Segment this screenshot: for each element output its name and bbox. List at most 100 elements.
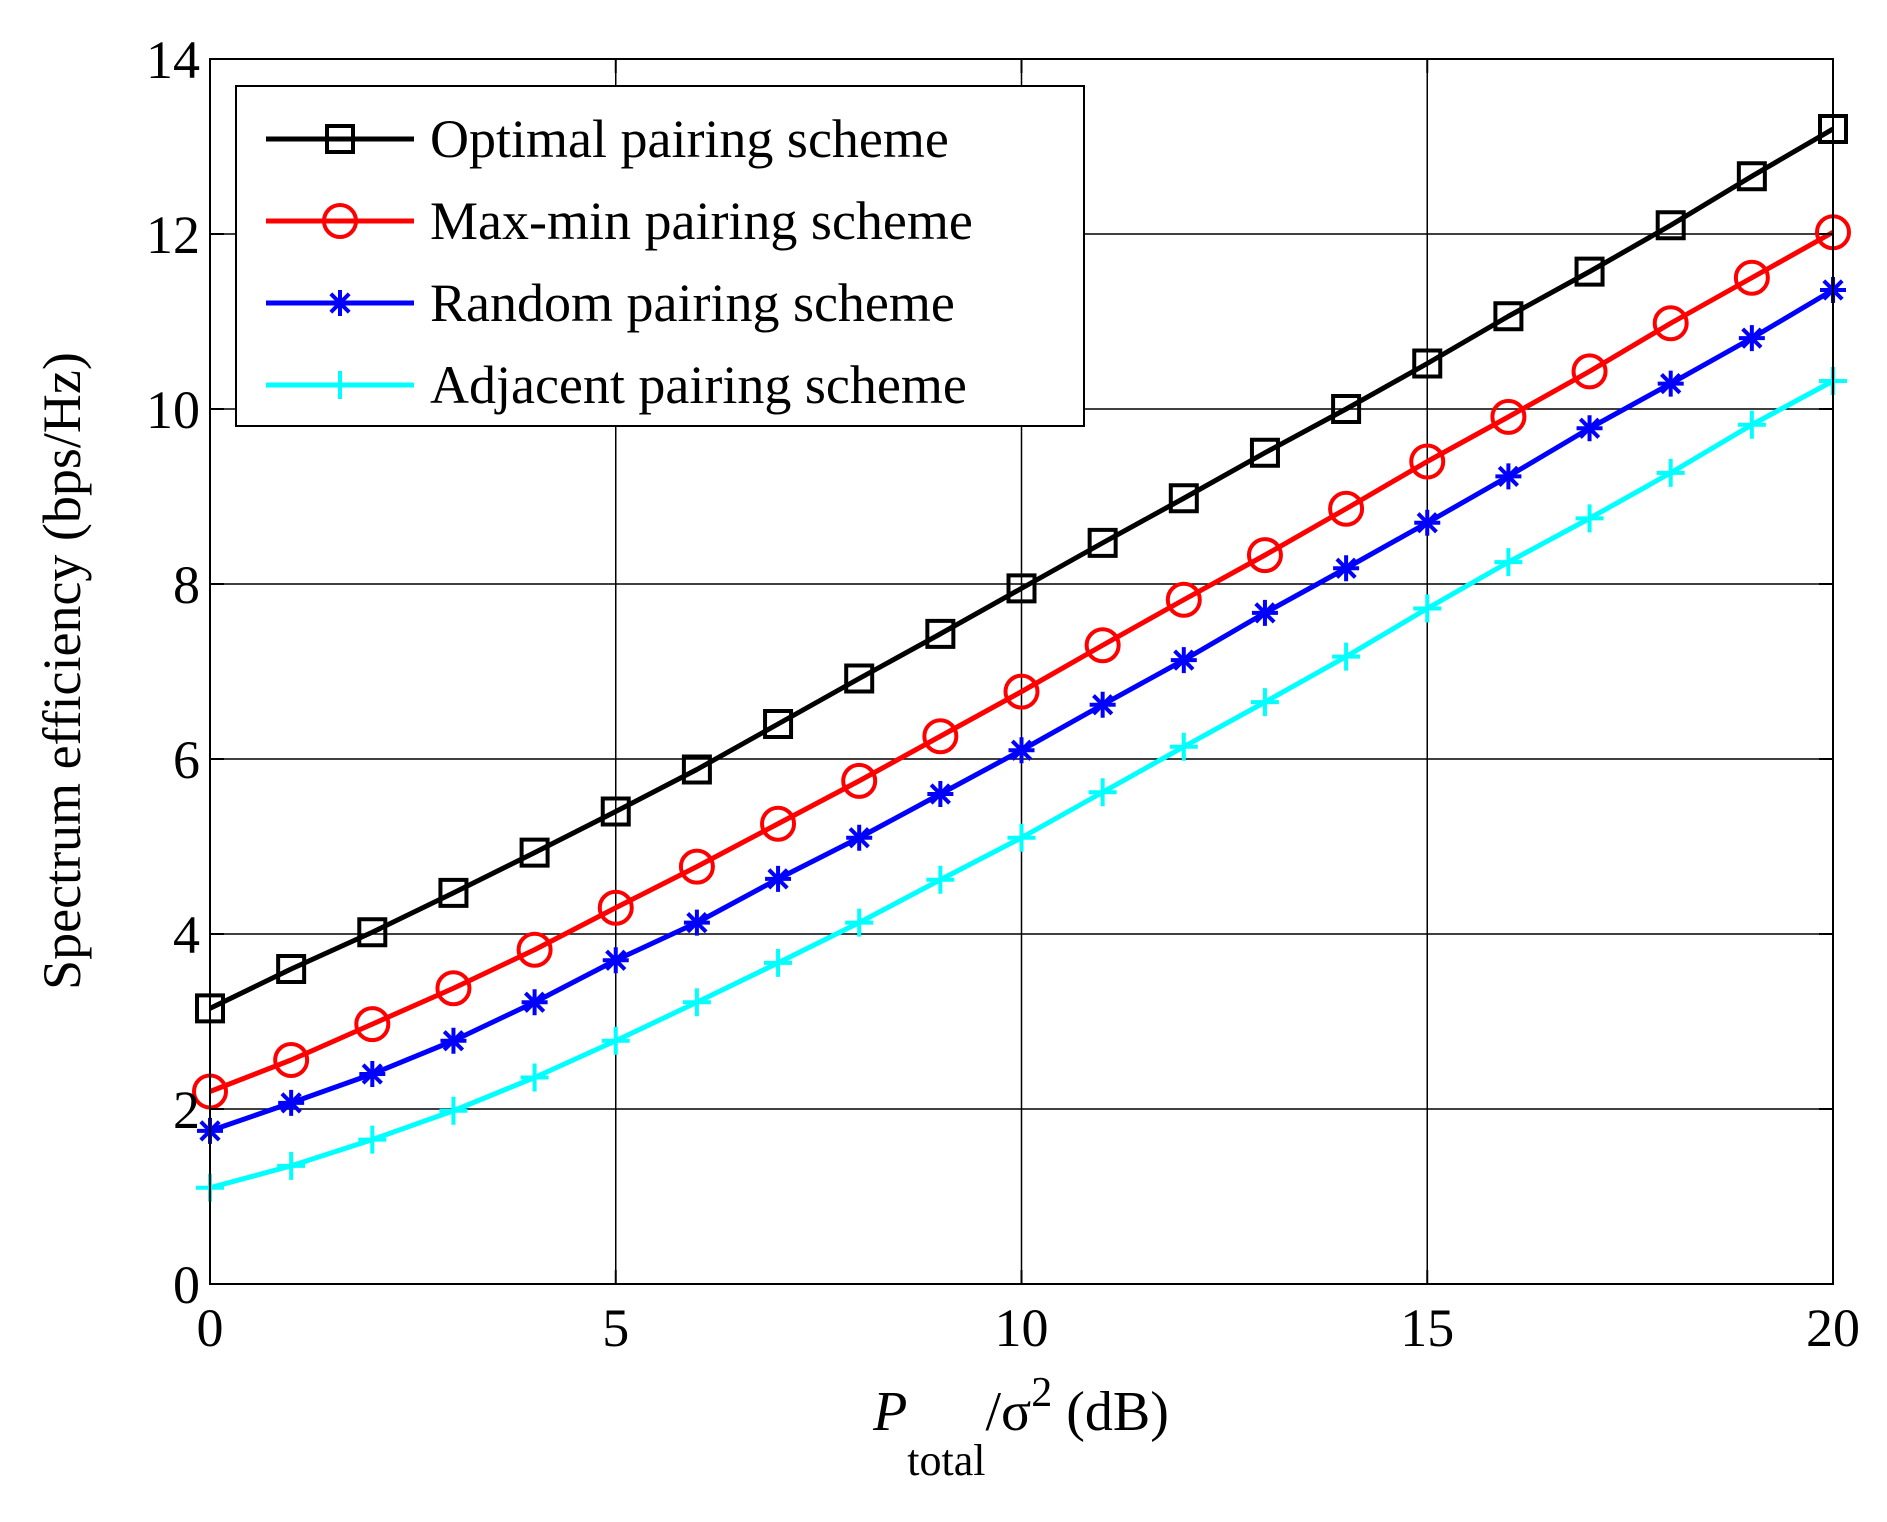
x-axis-label-middle: /σ <box>986 1381 1032 1443</box>
data-point <box>678 848 715 885</box>
data-point <box>1170 647 1197 674</box>
data-point <box>1250 688 1279 717</box>
data-point <box>1656 458 1685 487</box>
data-point <box>1494 548 1523 577</box>
data-point <box>1576 415 1603 442</box>
y-tick-label: 4 <box>173 905 200 965</box>
x-tick-label: 0 <box>197 1298 224 1358</box>
data-point <box>846 824 873 851</box>
data-point <box>597 889 634 926</box>
y-tick-label: 0 <box>173 1255 200 1315</box>
legend-label: Adjacent pairing scheme <box>430 355 967 415</box>
data-point <box>1333 555 1360 582</box>
data-point <box>359 1061 386 1087</box>
data-point <box>683 909 710 936</box>
legend-marker <box>325 124 355 154</box>
data-point <box>1331 394 1362 424</box>
data-point <box>1413 594 1442 623</box>
legend: Optimal pairing scheme Max-min pairing sc… <box>235 85 1085 427</box>
data-point <box>519 837 550 868</box>
data-point <box>516 931 553 968</box>
data-point <box>354 1006 391 1043</box>
x-axis-label-base: P <box>872 1381 907 1443</box>
data-point <box>1165 581 1202 618</box>
data-point <box>681 754 712 785</box>
data-point <box>435 970 472 1007</box>
data-point <box>1412 348 1443 379</box>
data-point <box>438 877 469 908</box>
data-point <box>845 908 874 937</box>
legend-entry: Max-min pairing scheme <box>266 191 973 251</box>
axis-ticks: 0 5 10 15 20 0 2 4 6 8 10 12 14 <box>146 30 1860 1358</box>
data-point <box>765 865 792 892</box>
x-tick-label: 20 <box>1806 1298 1860 1358</box>
data-point <box>1008 737 1035 764</box>
legend-box <box>235 85 1085 427</box>
data-point <box>1493 301 1524 332</box>
data-point <box>682 988 711 1017</box>
y-tick-label: 6 <box>173 730 200 790</box>
data-point <box>927 781 954 807</box>
y-tick-label: 8 <box>173 555 200 615</box>
data-point <box>1087 527 1118 558</box>
data-point <box>440 1027 467 1054</box>
data-point <box>1733 259 1770 296</box>
data-point <box>357 917 388 948</box>
data-point <box>439 1096 468 1125</box>
data-point <box>1575 504 1604 533</box>
legend-marker <box>326 371 354 399</box>
data-point <box>1738 325 1765 352</box>
data-point <box>763 709 794 739</box>
data-point <box>1251 599 1278 626</box>
data-point <box>1737 410 1766 439</box>
data-point <box>1574 256 1605 287</box>
legend-marker <box>322 203 358 239</box>
data-point <box>760 805 797 842</box>
data-point <box>1006 573 1037 604</box>
data-point <box>1414 509 1441 536</box>
data-point <box>1007 823 1036 852</box>
y-tick-label: 2 <box>173 1080 200 1140</box>
data-point <box>1249 437 1280 468</box>
x-axis-label: Ptotal/σ2 (dB) <box>872 1370 1169 1485</box>
data-point <box>1490 398 1527 435</box>
data-point <box>521 989 548 1016</box>
data-point <box>278 1089 305 1116</box>
y-tick-label: 14 <box>146 30 200 90</box>
data-point <box>1495 463 1522 490</box>
legend-label: Random pairing scheme <box>430 273 955 333</box>
x-tick-label: 15 <box>1400 1298 1454 1358</box>
x-axis-label-superscript: 2 <box>1031 1370 1052 1416</box>
data-point <box>844 663 875 694</box>
data-point <box>1571 353 1608 390</box>
data-point <box>1655 210 1686 241</box>
data-point <box>764 948 793 977</box>
data-point <box>1089 691 1116 718</box>
data-point <box>1736 161 1767 192</box>
legend-entry: Adjacent pairing scheme <box>266 355 967 415</box>
x-tick-label: 5 <box>602 1298 629 1358</box>
x-tick-label: 10 <box>995 1298 1049 1358</box>
data-point <box>1088 778 1117 807</box>
legend-label: Optimal pairing scheme <box>430 109 949 169</box>
data-point <box>1084 627 1121 664</box>
data-point <box>926 865 955 894</box>
x-axis-label-subscript: total <box>907 1436 985 1485</box>
legend-entry: Optimal pairing scheme <box>266 109 949 169</box>
series-line <box>209 230 1835 1094</box>
y-tick-label: 12 <box>146 205 200 265</box>
data-point <box>1332 642 1361 671</box>
data-point <box>1246 537 1283 574</box>
data-point <box>276 954 307 984</box>
data-point <box>600 796 631 827</box>
y-tick-label: 10 <box>146 380 200 440</box>
data-point <box>1003 673 1040 710</box>
data-point <box>602 947 629 974</box>
legend-entry: Random pairing scheme <box>266 273 955 333</box>
data-point <box>273 1042 310 1078</box>
legend-marker <box>327 290 353 316</box>
data-point <box>1652 305 1689 342</box>
x-axis-label-suffix: (dB) <box>1052 1381 1169 1443</box>
data-point <box>520 1063 549 1092</box>
